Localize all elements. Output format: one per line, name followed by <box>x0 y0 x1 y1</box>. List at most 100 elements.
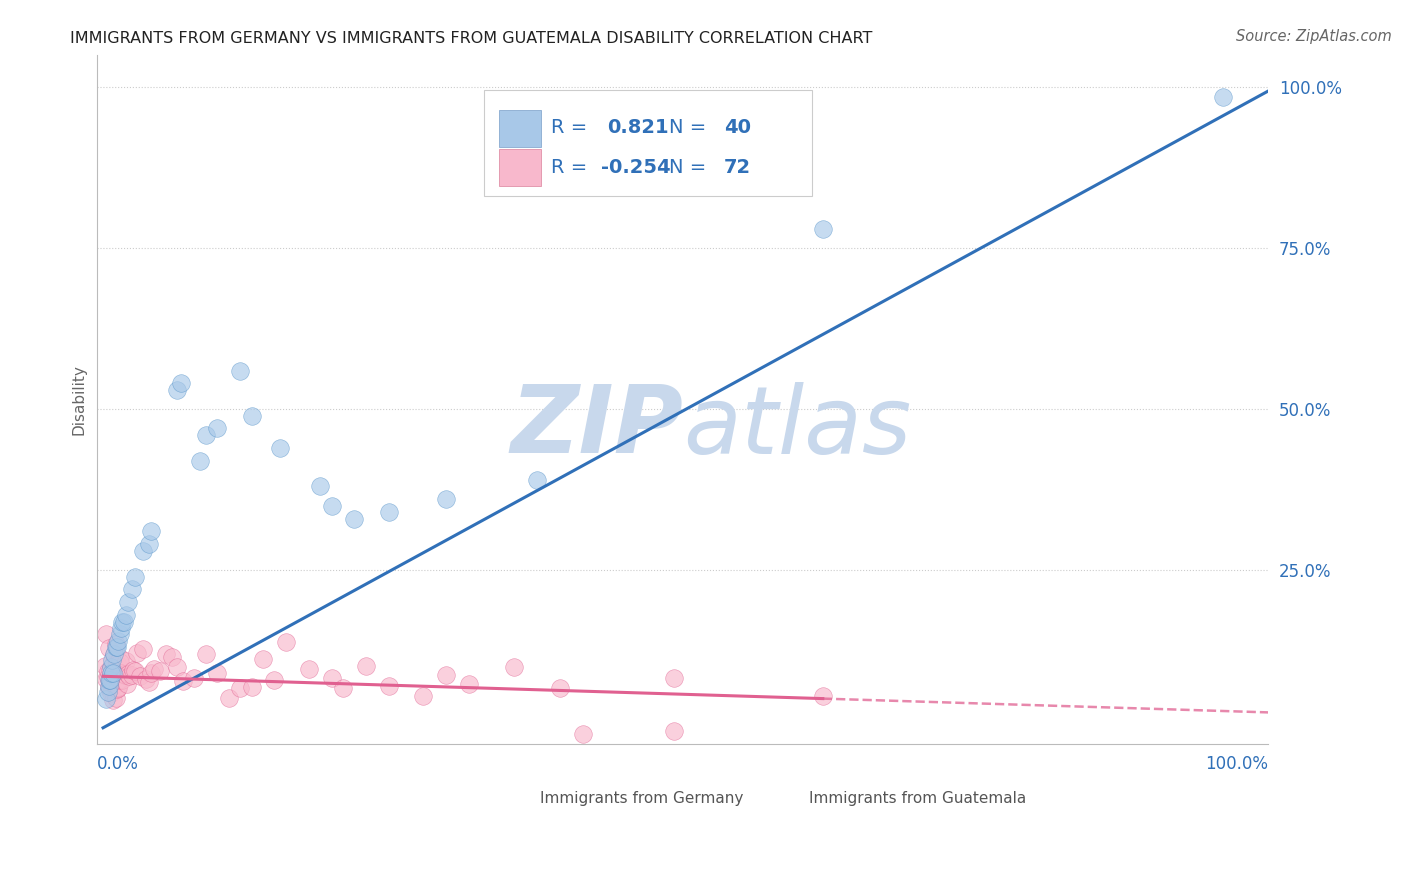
Point <box>94 659 117 673</box>
Point <box>172 673 194 688</box>
Point <box>139 665 162 680</box>
Point <box>121 663 143 677</box>
Point <box>103 666 125 681</box>
Point <box>103 657 125 671</box>
Point <box>377 679 399 693</box>
Point <box>263 673 285 687</box>
Point <box>139 524 162 539</box>
Point <box>118 668 141 682</box>
Point <box>149 664 172 678</box>
Point <box>104 640 127 655</box>
Point <box>111 673 134 687</box>
Text: 0.821: 0.821 <box>607 118 668 137</box>
Point <box>229 681 252 696</box>
Point <box>103 647 125 661</box>
Point <box>1212 90 1234 104</box>
Point <box>121 582 143 597</box>
Point <box>412 690 434 704</box>
Text: 0.0%: 0.0% <box>97 756 139 773</box>
Point <box>100 672 122 686</box>
Point <box>434 492 457 507</box>
Point <box>108 650 131 665</box>
Point <box>110 665 132 680</box>
Text: R =: R = <box>551 118 593 137</box>
Y-axis label: Disability: Disability <box>72 364 86 435</box>
Point <box>298 662 321 676</box>
Point <box>207 421 229 435</box>
FancyBboxPatch shape <box>499 111 541 147</box>
Point <box>103 648 125 662</box>
Text: -0.254: -0.254 <box>600 158 671 177</box>
Point <box>138 537 160 551</box>
Text: 40: 40 <box>724 118 751 137</box>
Point <box>107 633 129 648</box>
Point <box>98 673 121 687</box>
Text: ZIP: ZIP <box>510 381 683 473</box>
Text: R =: R = <box>551 158 593 177</box>
Point <box>101 672 124 686</box>
Point <box>229 363 252 377</box>
Point <box>183 671 205 685</box>
Text: N =: N = <box>669 158 713 177</box>
Point <box>309 479 332 493</box>
Point <box>112 666 135 681</box>
Point <box>97 673 120 687</box>
Point <box>108 655 131 669</box>
Text: Source: ZipAtlas.com: Source: ZipAtlas.com <box>1236 29 1392 44</box>
Point <box>218 691 240 706</box>
Point <box>166 660 188 674</box>
Point <box>105 682 128 697</box>
Point <box>811 222 834 236</box>
Point <box>96 691 118 706</box>
Point <box>321 499 343 513</box>
Point <box>117 667 139 681</box>
Point <box>252 652 274 666</box>
Text: Immigrants from Guatemala: Immigrants from Guatemala <box>810 791 1026 805</box>
Point <box>127 646 149 660</box>
Point <box>98 663 121 677</box>
Text: 72: 72 <box>724 158 751 177</box>
Point <box>155 647 177 661</box>
Point <box>160 649 183 664</box>
Point <box>103 693 125 707</box>
Point <box>194 647 217 661</box>
Point <box>98 675 121 690</box>
Point <box>377 505 399 519</box>
Point <box>240 680 263 694</box>
Point <box>332 681 354 695</box>
Point <box>104 690 127 705</box>
Point <box>107 681 129 695</box>
Point <box>115 677 138 691</box>
Point <box>108 627 131 641</box>
Point <box>96 627 118 641</box>
Point <box>664 724 686 739</box>
Point <box>97 640 120 655</box>
Point <box>457 677 479 691</box>
Point <box>100 666 122 681</box>
Point <box>101 670 124 684</box>
Point <box>166 383 188 397</box>
FancyBboxPatch shape <box>484 89 811 196</box>
Point <box>97 685 120 699</box>
Point <box>105 640 128 655</box>
Point <box>354 658 377 673</box>
Point <box>121 668 143 682</box>
Point <box>132 642 155 657</box>
Point <box>110 621 132 635</box>
Point <box>548 681 571 696</box>
Text: atlas: atlas <box>683 382 911 473</box>
Point <box>143 662 166 676</box>
Point <box>124 569 146 583</box>
Point <box>97 679 120 693</box>
Point <box>101 653 124 667</box>
Text: IMMIGRANTS FROM GERMANY VS IMMIGRANTS FROM GUATEMALA DISABILITY CORRELATION CHAR: IMMIGRANTS FROM GERMANY VS IMMIGRANTS FR… <box>70 31 873 46</box>
Point <box>128 668 150 682</box>
FancyBboxPatch shape <box>494 786 533 811</box>
FancyBboxPatch shape <box>499 149 541 186</box>
Point <box>100 685 122 699</box>
Point <box>194 428 217 442</box>
Point <box>526 473 548 487</box>
Point <box>115 608 138 623</box>
Point <box>97 670 120 684</box>
Point <box>135 673 157 687</box>
